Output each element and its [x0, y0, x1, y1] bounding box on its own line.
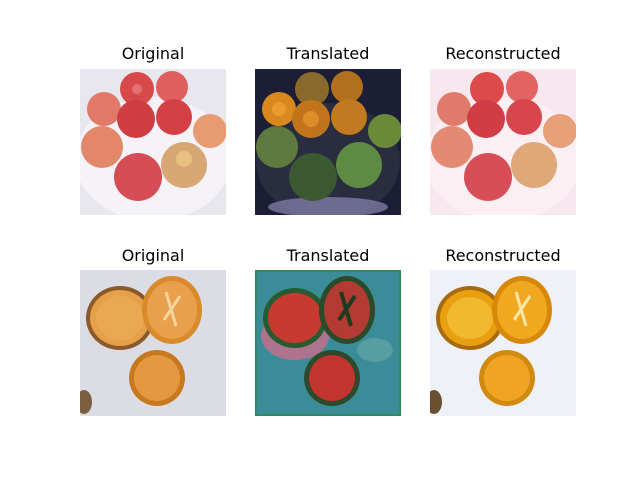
row2-translated-title: Translated — [286, 246, 370, 265]
oranges-original-photo — [80, 270, 226, 416]
apples-original-photo — [80, 69, 226, 215]
row1-reconstructed-image — [430, 69, 576, 215]
row2-original-title: Original — [121, 246, 185, 265]
row2-original-image — [80, 270, 226, 416]
row1-reconstructed-title: Reconstructed — [445, 44, 561, 63]
apples-translated-photo — [255, 69, 401, 215]
row1-translated-image — [255, 69, 401, 215]
apples-reconstructed-photo — [430, 69, 576, 215]
row1-translated-title: Translated — [286, 44, 370, 63]
row1-original-title: Original — [121, 44, 185, 63]
row1-original-image — [80, 69, 226, 215]
row2-translated-image — [255, 270, 401, 416]
row2-reconstructed-image — [430, 270, 576, 416]
row2-reconstructed-title: Reconstructed — [445, 246, 561, 265]
oranges-reconstructed-photo — [430, 270, 576, 416]
oranges-translated-photo — [255, 270, 401, 416]
